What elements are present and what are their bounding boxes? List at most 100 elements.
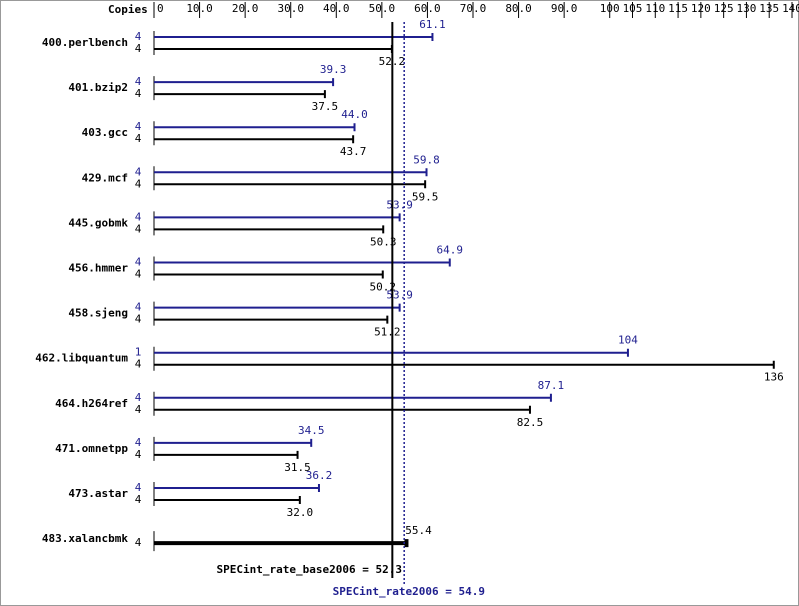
copies-label: 4 — [135, 42, 142, 55]
copies-label: 4 — [135, 536, 142, 549]
bar — [154, 33, 434, 41]
bar — [154, 360, 775, 369]
benchmark-label: 445.gobmk — [68, 216, 128, 229]
bar — [154, 484, 320, 492]
copies-label: 4 — [135, 403, 142, 416]
bar — [154, 168, 428, 177]
bar — [154, 405, 531, 414]
reference-label-text: SPECint_rate_base2006 = — [217, 563, 370, 576]
bar — [154, 180, 427, 189]
reference-value: 52.3 — [376, 563, 403, 576]
copies-label: 4 — [135, 301, 142, 314]
bar — [154, 348, 629, 357]
copies-label: 4 — [135, 391, 142, 404]
value-label: 59.5 — [412, 190, 439, 203]
bar — [154, 270, 384, 279]
copies-label: 4 — [135, 165, 142, 178]
x-tick-label: 70.0 — [460, 2, 487, 15]
bar — [154, 213, 401, 222]
bar — [154, 393, 552, 402]
value-label: 50.3 — [370, 235, 397, 248]
copies-label: 4 — [135, 256, 142, 269]
value-label: 39.3 — [320, 63, 347, 76]
reference-value: 54.9 — [459, 585, 486, 598]
x-tick-label: 10.0 — [186, 2, 213, 15]
bar — [154, 303, 401, 312]
copies-label: 4 — [135, 268, 142, 281]
bar — [154, 90, 326, 99]
x-tick-label: 80.0 — [505, 2, 532, 15]
benchmark-label: 471.omnetpp — [55, 442, 128, 455]
value-label: 82.5 — [517, 416, 544, 429]
x-tick-label: 90.0 — [551, 2, 578, 15]
bar — [154, 258, 451, 267]
reference-label: SPECint_rate2006 = 54.9 — [333, 585, 485, 598]
copies-label: 4 — [135, 222, 142, 235]
benchmark-label: 456.hmmer — [68, 262, 128, 275]
copies-label: 4 — [135, 481, 142, 494]
bar — [154, 539, 409, 548]
x-tick-label: 120 — [691, 2, 711, 15]
x-tick-label: 60.0 — [414, 2, 441, 15]
benchmark-label: 464.h264ref — [55, 397, 128, 410]
value-label: 32.0 — [287, 506, 314, 519]
benchmark-label: 403.gcc — [82, 126, 128, 139]
value-label: 59.8 — [413, 153, 440, 166]
value-label: 64.9 — [437, 244, 464, 257]
bar — [154, 135, 355, 144]
x-tick-label: 105 — [623, 2, 643, 15]
value-label: 136 — [764, 371, 784, 384]
copies-label: 4 — [135, 177, 142, 190]
benchmark-label: 429.mcf — [82, 171, 128, 184]
x-tick-label: 125 — [714, 2, 734, 15]
x-tick-label: 50.0 — [369, 2, 396, 15]
value-label: 87.1 — [538, 379, 565, 392]
copies-label: 4 — [135, 120, 142, 133]
copies-label: 4 — [135, 87, 142, 100]
copies-label: 4 — [135, 30, 142, 43]
copies-label: 1 — [135, 346, 142, 359]
value-label: 43.7 — [340, 145, 367, 158]
benchmark-label: 473.astar — [68, 487, 128, 500]
bar — [154, 78, 335, 87]
benchmark-label: 401.bzip2 — [68, 81, 128, 94]
copies-header: Copies — [108, 3, 148, 16]
value-label: 51.2 — [374, 326, 401, 339]
reference-label-text: SPECint_rate2006 = — [333, 585, 453, 598]
value-label: 61.1 — [419, 18, 446, 31]
copies-label: 4 — [135, 313, 142, 326]
value-label: 44.0 — [341, 108, 368, 121]
x-tick-label: 115 — [668, 2, 688, 15]
value-label: 31.5 — [284, 461, 311, 474]
bar — [154, 123, 356, 132]
x-tick-label: 135 — [759, 2, 779, 15]
bar — [154, 438, 313, 447]
x-tick-label: 0 — [157, 2, 164, 15]
copies-label: 4 — [135, 132, 142, 145]
bar — [154, 315, 389, 324]
x-tick-label: 40.0 — [323, 2, 350, 15]
bar — [154, 450, 299, 459]
benchmark-label: 400.perlbench — [42, 36, 128, 49]
benchmark-label: 462.libquantum — [35, 352, 128, 365]
copies-label: 4 — [135, 358, 142, 371]
benchmark-label: 483.xalancbmk — [42, 532, 128, 545]
value-label: 50.2 — [370, 281, 397, 294]
value-label: 55.4 — [405, 524, 432, 537]
bar — [154, 496, 301, 504]
x-tick-label: 110 — [645, 2, 665, 15]
value-label: 104 — [618, 334, 638, 347]
copies-label: 4 — [135, 448, 142, 461]
value-label: 37.5 — [312, 100, 339, 113]
bar — [154, 225, 385, 234]
value-label: 53.9 — [386, 289, 413, 302]
value-label: 53.9 — [386, 198, 413, 211]
x-tick-label: 20.0 — [232, 2, 259, 15]
x-tick-label: 140 — [782, 2, 799, 15]
copies-label: 4 — [135, 493, 142, 506]
copies-label: 4 — [135, 75, 142, 88]
x-tick-label: 130 — [736, 2, 756, 15]
value-label: 36.2 — [306, 469, 333, 482]
